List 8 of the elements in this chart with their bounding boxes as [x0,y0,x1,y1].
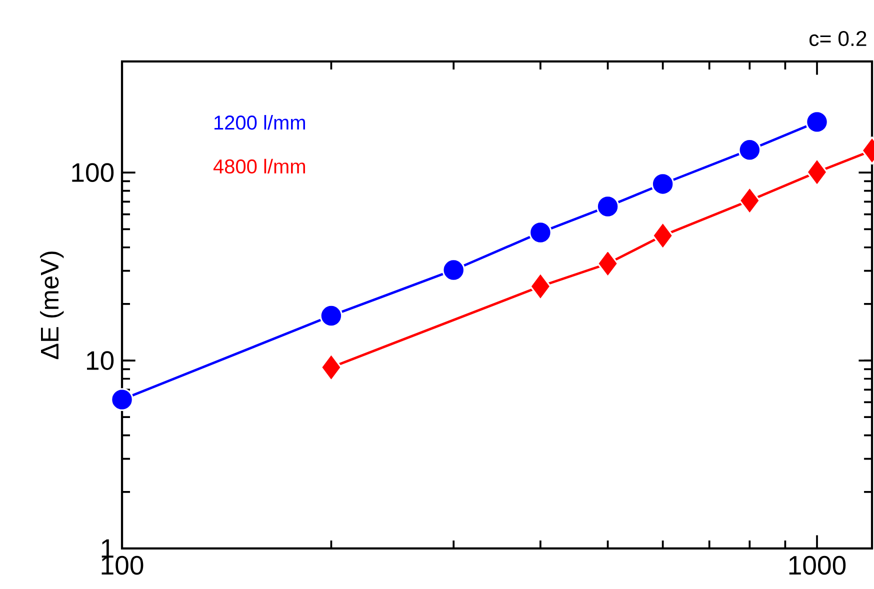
x-tick-label: 1000 [789,556,846,575]
y-tick-label: 100 [72,163,114,182]
y-tick-label: 10 [87,351,114,370]
text: 1200 l/mm [214,115,305,130]
text: 4800 l/mm [213,158,305,174]
y-tick-label: 1 [102,539,114,558]
y-axis-title: ΔE (meV) [40,252,64,360]
text: c= 0.2 [810,31,866,46]
